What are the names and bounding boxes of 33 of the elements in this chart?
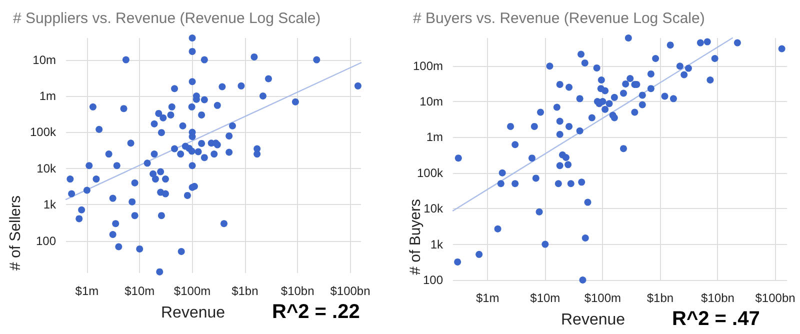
- y-axis-title: # of Buyers: [407, 198, 424, 275]
- y-tick-label: 1m: [426, 130, 443, 144]
- text: R^2 = .47: [672, 308, 760, 330]
- text: R^2 = .22: [272, 301, 360, 323]
- x-tick-label: $1bn: [232, 284, 258, 298]
- x-tick-label: $10m: [530, 291, 560, 305]
- y-tick-label: 1k: [430, 237, 444, 252]
- y-tick-label: 100k: [30, 125, 57, 140]
- x-axis-title: Revenue: [160, 304, 226, 322]
- y-tick-label: 1m: [39, 89, 56, 104]
- y-tick-label: 10k: [36, 161, 57, 176]
- y-tick-label: 100m: [412, 58, 443, 73]
- x-tick-label: $100bn: [755, 291, 796, 305]
- y-tick-label: 1k: [43, 198, 57, 212]
- x-tick-label: $1m: [476, 291, 500, 305]
- y-tick-label: 100k: [416, 166, 444, 180]
- x-axis-title: Revenue: [560, 312, 626, 328]
- y-tick-label: 10m: [32, 52, 56, 67]
- x-tick-label: $100bn: [330, 284, 370, 298]
- y-tick-label: 100: [422, 273, 444, 287]
- x-tick-label: $1bn: [646, 291, 674, 305]
- y-tick-label: 10m: [420, 94, 444, 108]
- x-tick-label: $10bn: [701, 291, 734, 305]
- y-tick-label: 10k: [424, 202, 444, 216]
- x-tick-label: $10bn: [280, 284, 314, 298]
- x-tick-label: $10m: [124, 284, 155, 298]
- x-tick-label: $100m: [584, 291, 622, 305]
- x-tick-label: $100m: [174, 284, 211, 298]
- chart-title: # Buyers vs. Revenue (Revenue Log Scale): [413, 10, 705, 27]
- y-tick-label: 100: [36, 234, 56, 248]
- chart-title: # Suppliers vs. Revenue (Revenue Log Scale): [13, 10, 321, 27]
- y-axis-title: # of Sellers: [7, 195, 24, 271]
- x-tick-label: $1m: [75, 284, 99, 298]
